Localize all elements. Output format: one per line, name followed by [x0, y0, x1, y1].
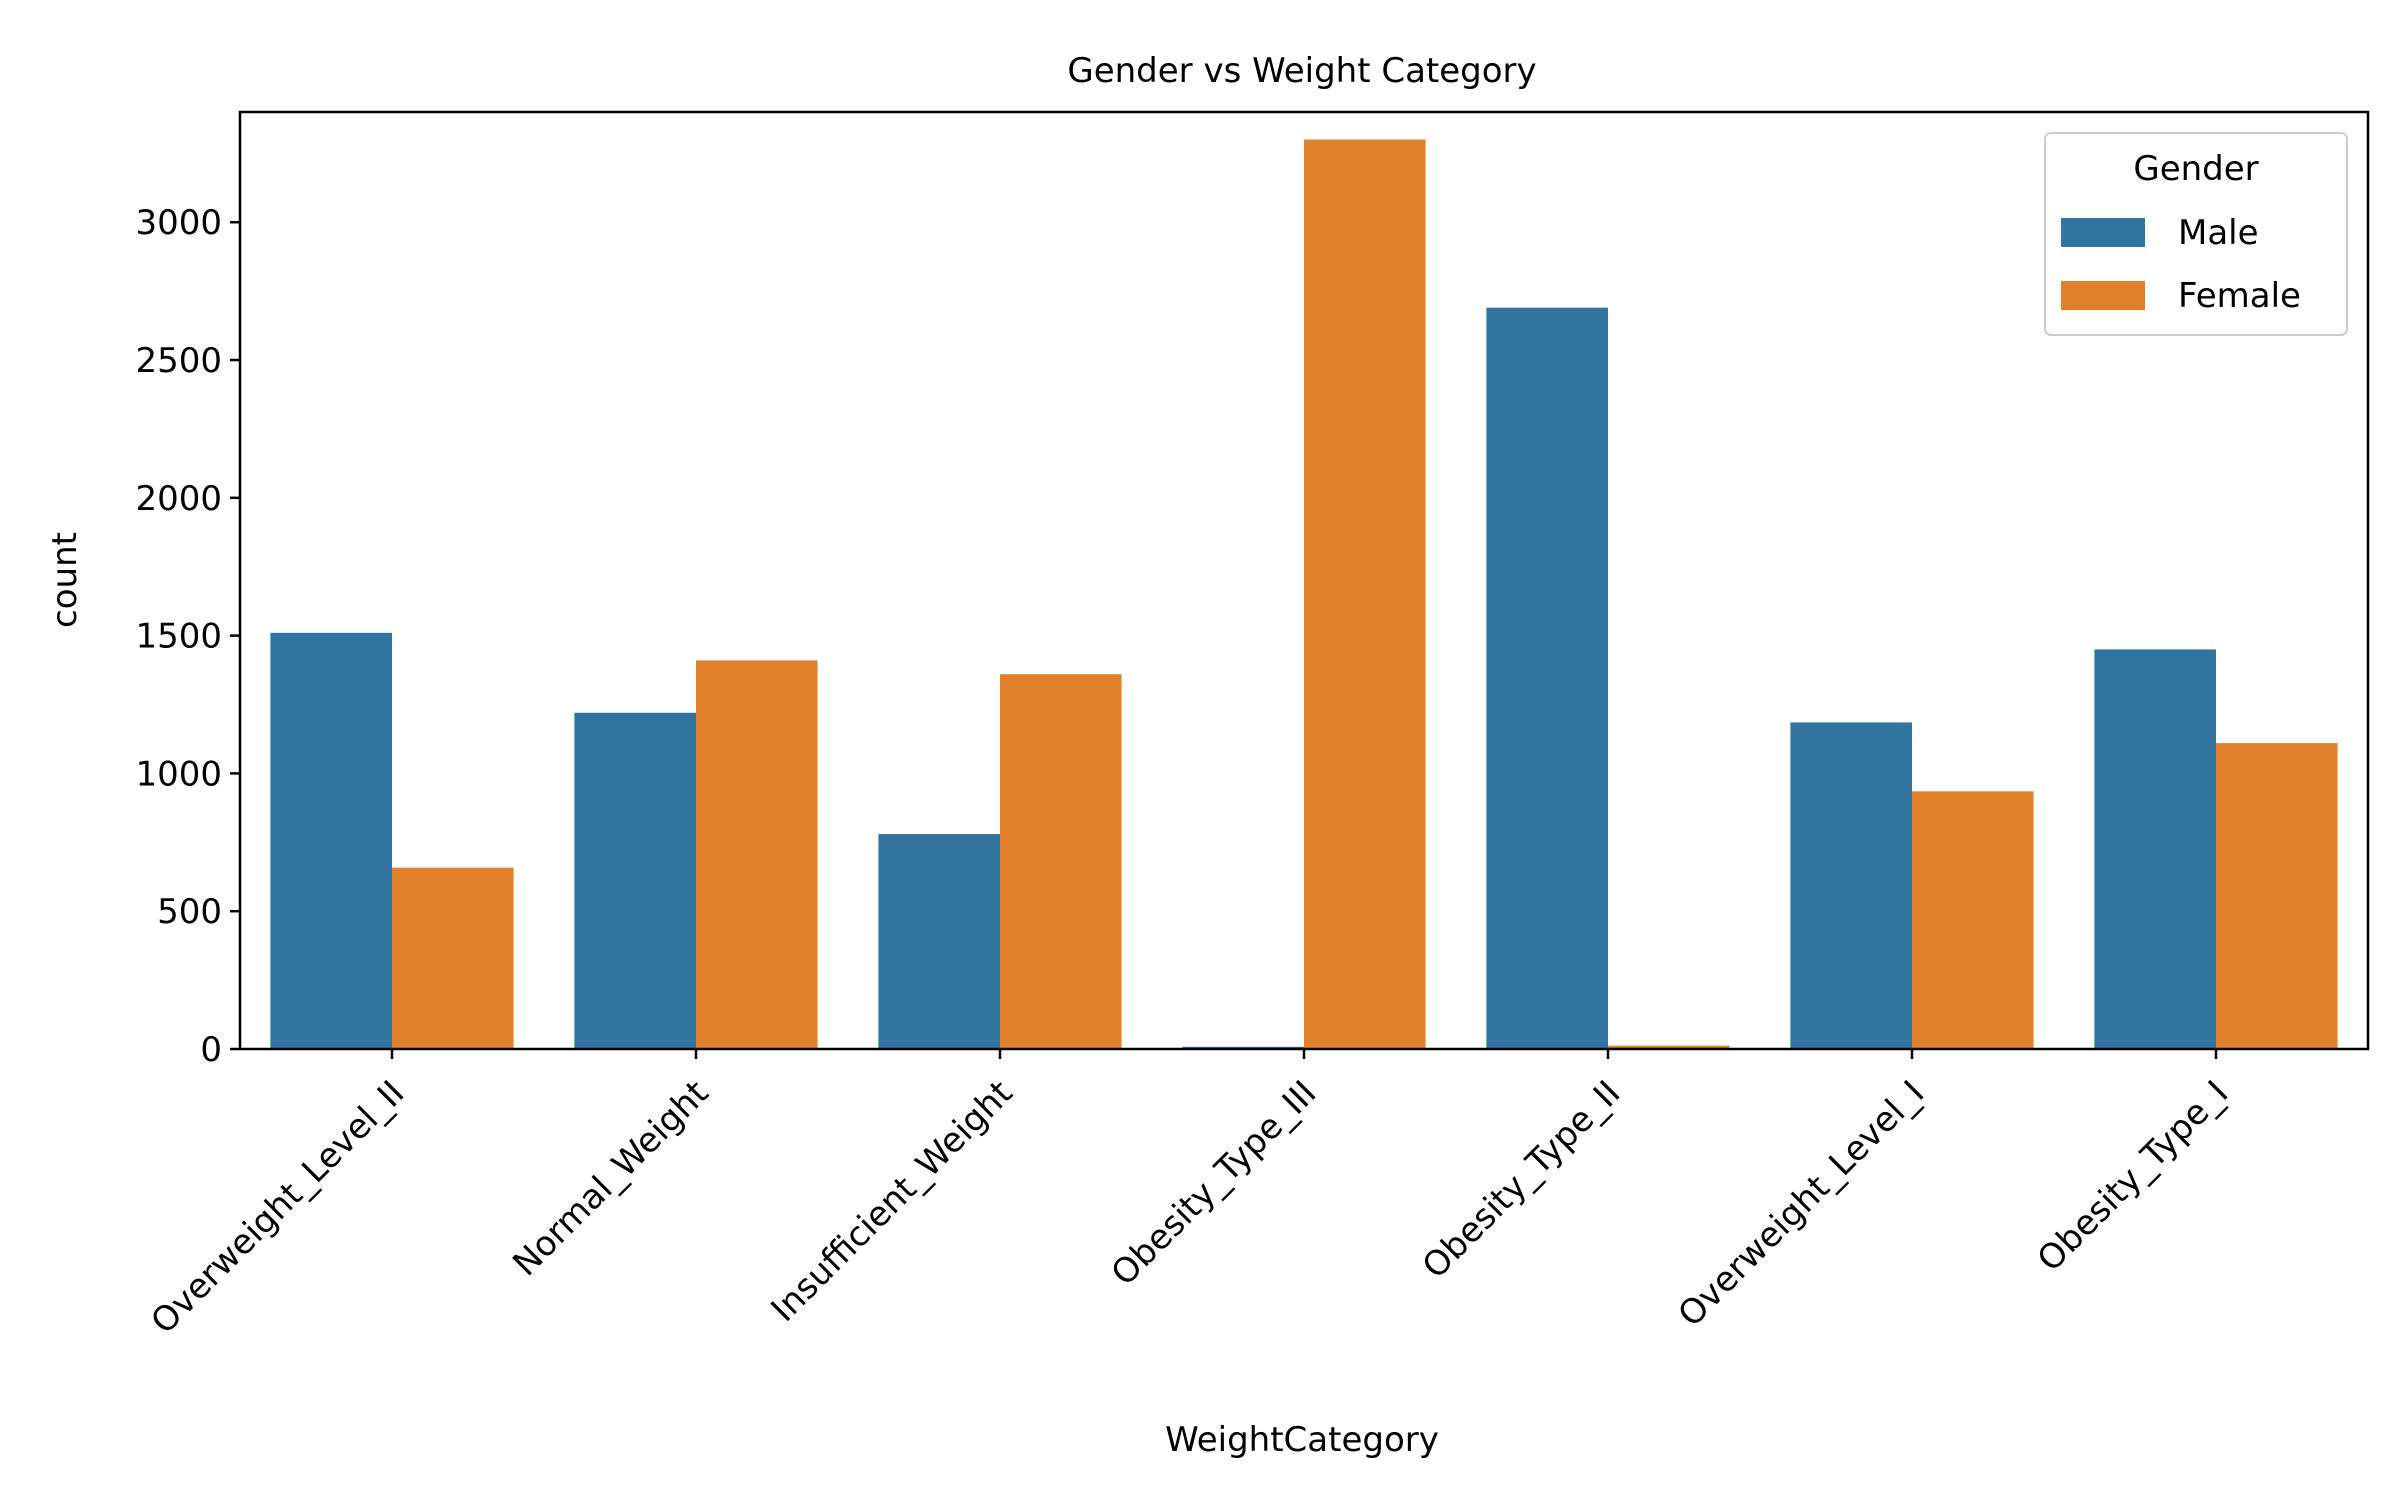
y-tick-label: 0: [200, 1030, 222, 1070]
chart-title: Gender vs Weight Category: [1067, 51, 1536, 91]
bar-female-overweight-level-ii: [392, 867, 514, 1049]
legend-label-male: Male: [2178, 213, 2259, 253]
legend-swatch-male: [2061, 218, 2145, 247]
bar-female-overweight-level-i: [1912, 791, 2034, 1049]
legend: Gender Male Female: [2044, 132, 2348, 336]
y-axis-label: count: [45, 532, 85, 628]
legend-label-female: Female: [2178, 276, 2301, 316]
legend-swatch-female: [2061, 281, 2145, 310]
bar-male-normal-weight: [574, 712, 696, 1049]
bar-male-overweight-level-ii: [270, 632, 392, 1049]
bar-female-obesity-type-iii: [1304, 139, 1426, 1049]
bar-male-obesity-type-ii: [1486, 307, 1608, 1049]
y-tick-label: 3000: [135, 203, 222, 243]
bars-layer: [270, 139, 2338, 1049]
bar-male-insufficient-weight: [878, 834, 1000, 1049]
y-tick-label: 2000: [135, 479, 222, 519]
y-tick-label: 500: [157, 892, 222, 932]
x-axis-label: WeightCategory: [1165, 1420, 1439, 1460]
y-axis: 0 500 1000 1500 2000 2500 3000: [135, 203, 240, 1070]
bar-male-obesity-type-i: [2094, 649, 2216, 1049]
legend-title: Gender: [2133, 149, 2258, 189]
bar-female-normal-weight: [696, 660, 818, 1049]
bar-female-obesity-type-ii: [1608, 1045, 1730, 1049]
bar-female-obesity-type-i: [2216, 743, 2338, 1049]
bar-female-insufficient-weight: [1000, 674, 1122, 1049]
y-tick-label: 1000: [135, 754, 222, 794]
y-tick-label: 2500: [135, 341, 222, 381]
bar-male-overweight-level-i: [1790, 722, 1912, 1049]
y-tick-label: 1500: [135, 617, 222, 657]
